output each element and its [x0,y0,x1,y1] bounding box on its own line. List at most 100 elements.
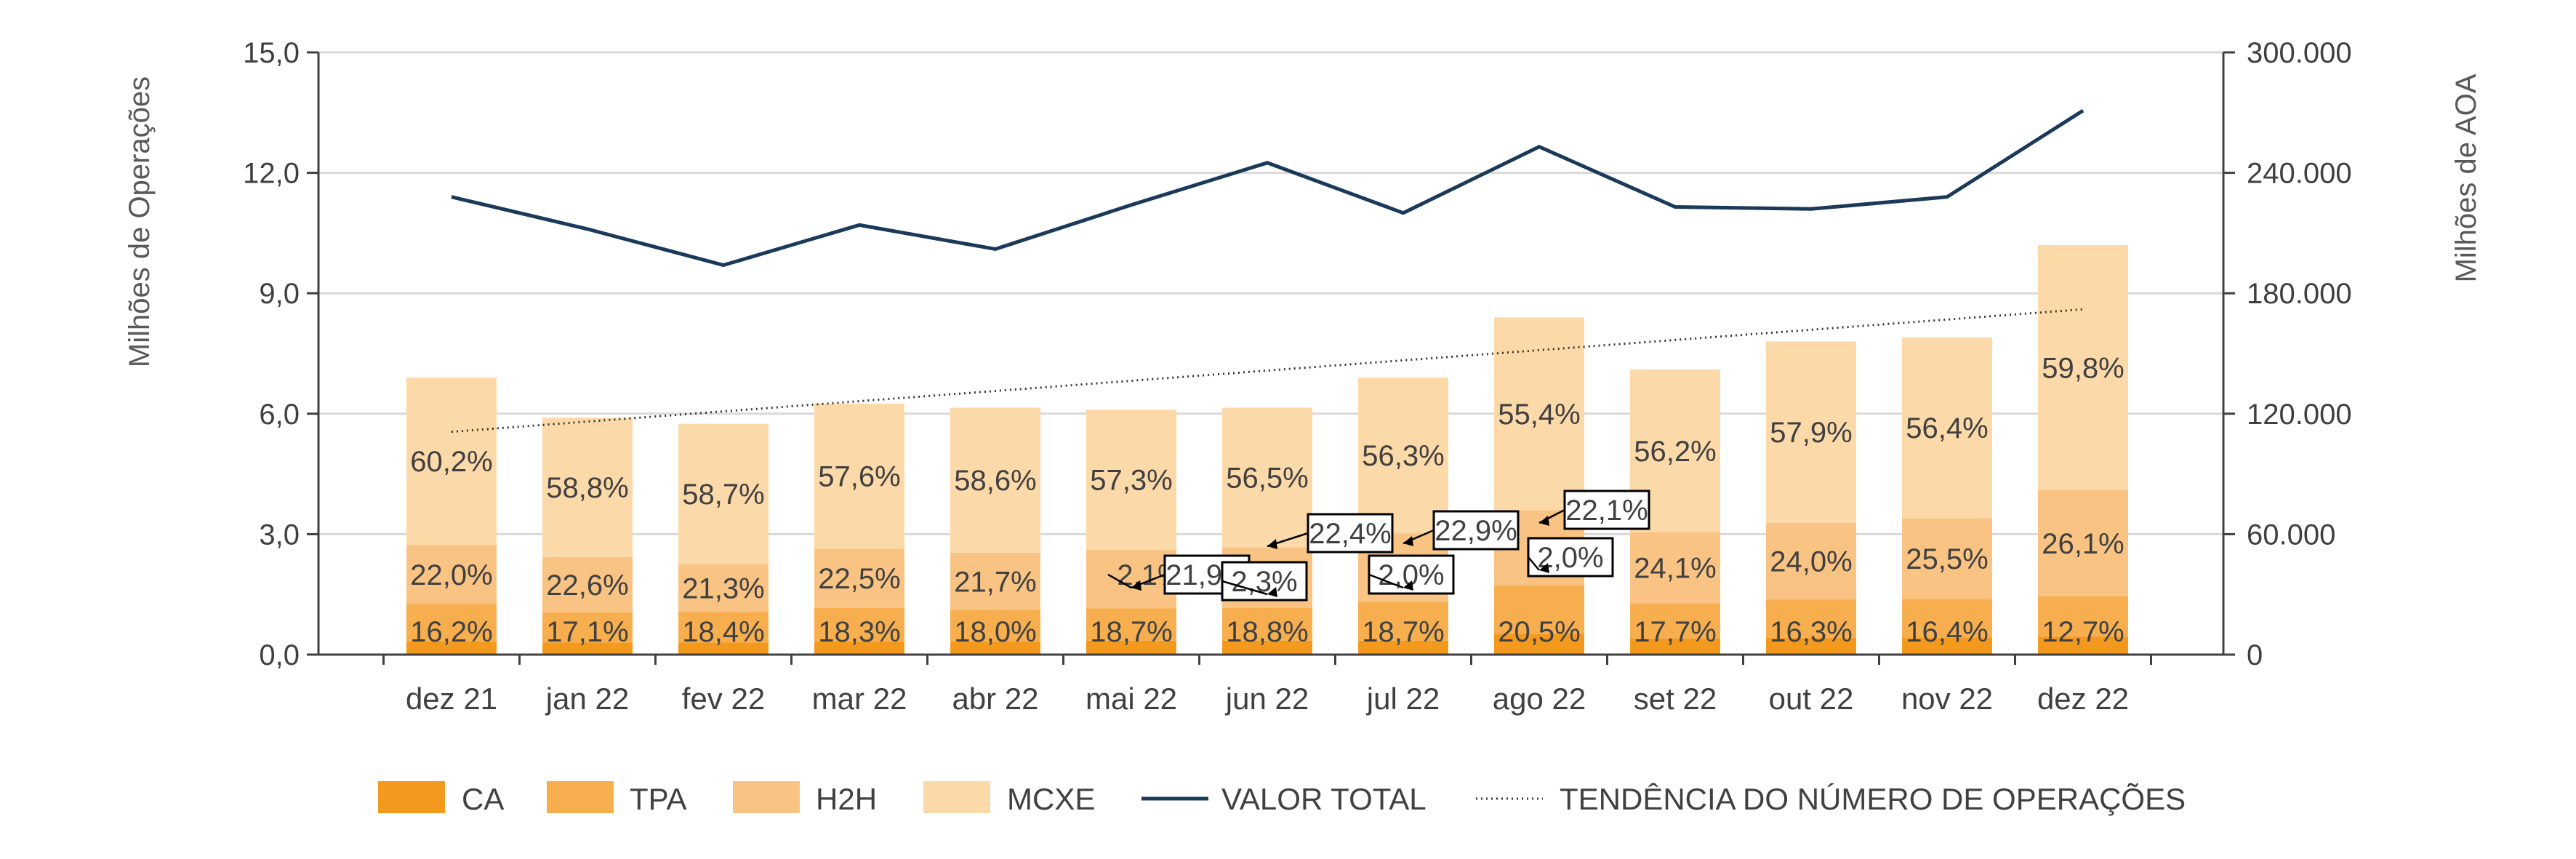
bar-mcxe [814,404,904,549]
bar-mcxe [1358,377,1448,534]
bar-label-mcxe: 58,6% [954,465,1036,497]
bar-label-mcxe: 55,4% [1498,399,1580,431]
bar-label-mcxe: 60,2% [410,446,492,478]
x-tick-label: ago 22 [1493,682,1586,716]
bar-label-h2h: 22,0% [410,559,492,591]
bar-tpa [406,604,497,642]
callout-label: 22,1% [1565,495,1648,527]
bar-label-ca: 17,7% [1634,616,1716,648]
bar-tpa [542,612,633,643]
bar-ca [950,641,1040,655]
legend: CA TPA H2H MCXE VALOR TOTAL TENDÊNCIA DO NÚME… [378,781,2186,816]
bar-label-ca: 18,0% [954,616,1036,648]
callout-leader [1221,580,1268,596]
x-tick-label: abr 22 [952,682,1038,716]
bar-label-ca: 18,4% [682,616,764,648]
bar-label-ca: 18,7% [1090,616,1172,648]
bar-label-ca: 16,4% [1906,616,1988,648]
bar-ca [814,641,904,655]
bar-mcxe [1766,341,1856,523]
bar-label-mcxe: 58,7% [682,479,764,511]
bar-mcxe [950,407,1040,553]
bar-h2h [814,548,904,608]
bar-ca [1494,634,1584,655]
bar-label-h2h: 24,1% [1634,552,1716,584]
y2-tick-label: 120.000 [2247,399,2352,431]
valor-total-line [451,108,2085,268]
bar-mcxe [542,417,633,557]
legend-label: TENDÊNCIA DO NÚMERO DE OPERAÇÕES [1560,782,2186,816]
y-tick-label: 15,0 [243,37,300,69]
bar-ca [2038,636,2128,655]
bar-label-mcxe: 57,9% [1770,417,1852,449]
bar-h2h [950,552,1040,610]
callout-arrow [1539,563,1549,573]
legend-swatch [378,781,445,813]
y2-axis-title: Milhões de AOA [2450,73,2482,282]
callout-arrow [1403,536,1413,546]
y-axis-title: Milhões de Operações [124,76,156,367]
bar-label-mcxe: 56,2% [1634,436,1716,468]
bar-ca [406,641,497,655]
bar-mcxe [1494,317,1584,511]
bar-h2h [406,545,497,604]
legend-label: H2H [816,782,877,816]
callout-label: 22,4% [1309,518,1391,550]
bar-h2h [1766,522,1856,599]
bar-ca [678,642,769,655]
y-tick-label: 0,0 [259,639,300,671]
bar-tpa [814,607,904,642]
bar-tpa [1222,607,1312,641]
callout-leader [1107,573,1132,589]
bar-label-h2h: 24,0% [1770,546,1852,578]
bar-label-h2h: 21,7% [954,566,1036,598]
x-tick-label: jul 22 [1365,682,1440,716]
bar-mcxe [1086,409,1176,550]
bar-label-h2h: 22,6% [546,570,628,602]
bar-mcxe [1222,407,1312,548]
callout-arrow [1267,587,1277,597]
bar-label-mcxe: 57,3% [1090,465,1172,497]
bar-h2h [1086,549,1176,609]
bar-tpa [1630,603,1720,639]
callout-arrow [1131,580,1141,591]
callout-arrow [1267,539,1277,549]
legend-swatch [733,781,800,813]
bar-label-ca: 18,7% [1362,616,1444,648]
bar-label-ca: 12,7% [2042,616,2124,648]
bar-mcxe [678,423,769,564]
bar-tpa [950,610,1040,642]
bar-h2h [2038,490,2128,596]
x-tick-label: out 22 [1769,682,1854,716]
y2-tick-label: 180.000 [2247,278,2352,310]
bar-mcxe [2038,244,2128,490]
callout-box [1563,490,1650,530]
bar-label-h2h: 22,5% [818,563,900,595]
x-tick-label: fev 22 [682,682,765,716]
bar-label-mcxe: 58,8% [546,472,628,504]
bar-label-mcxe: 59,8% [2042,352,2124,384]
y-tick-label: 6,0 [259,399,300,431]
legend-swatch [923,781,990,813]
bar-tpa [1494,586,1584,634]
bar-tpa [1902,599,1992,638]
legend-label: TPA [630,782,687,816]
bar-label-h2h: 26,1% [2042,528,2124,560]
bar-h2h [542,556,633,613]
bar-label-ca: 16,2% [410,616,492,648]
bar-label-ca: 18,3% [818,616,900,648]
y-tick-label: 12,0 [243,158,300,190]
legend-swatch [547,781,614,813]
bar-ca [1086,640,1176,655]
bar-ca [1766,637,1856,655]
bar-label-h2h: 25,5% [1906,543,1988,575]
x-tick-label: nov 22 [1901,682,1993,716]
bar-ca [1222,640,1312,655]
y2-tick-label: 60.000 [2247,519,2335,551]
bar-tpa [1766,599,1856,638]
bar-label-ca: 17,1% [546,616,628,648]
x-tick-label: dez 21 [406,682,497,716]
y2-tick-label: 300.000 [2247,37,2352,69]
legend-label: VALOR TOTAL [1221,782,1427,816]
